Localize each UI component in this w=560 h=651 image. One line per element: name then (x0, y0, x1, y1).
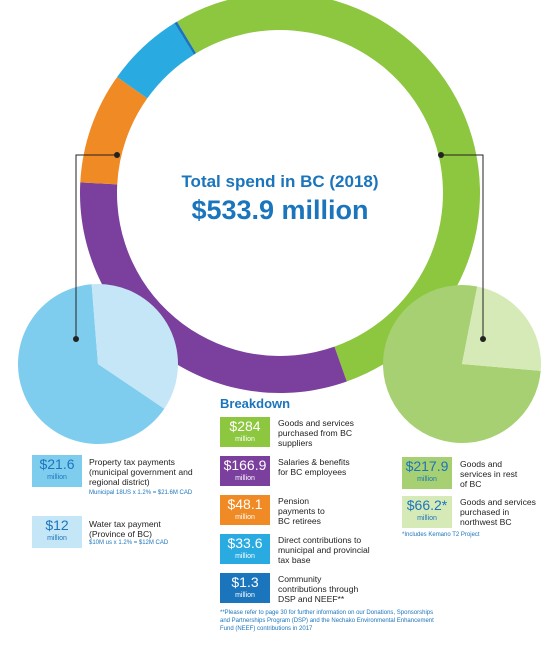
right-footnote: *Includes Kemano T2 Project (402, 532, 480, 538)
right-pie-slice-0 (383, 285, 541, 443)
left-note-water: $10M us x 1.2% = $12M CAD (89, 540, 169, 546)
right-desc-northwest: Goods and services purchased in northwes… (460, 497, 536, 527)
legend-amount: $217.9 (405, 458, 449, 474)
right-connector-dot-bottom (480, 336, 486, 342)
legend-desc-tax: Direct contributions to municipal and pr… (278, 535, 370, 565)
left-pie-chart (18, 283, 179, 444)
right-pie-chart (383, 285, 542, 443)
legend-swatch-community: $1.3 million (220, 573, 270, 603)
donut-slice-0 (176, 0, 480, 382)
legend-unit: million (417, 476, 437, 483)
legend-amount: $12 (45, 517, 69, 533)
left-desc-water: Water tax payment (Province of BC) (89, 519, 161, 539)
legend-unit: million (47, 474, 67, 481)
legend-unit: million (235, 436, 255, 443)
right-connector-line (441, 154, 484, 339)
legend-amount: $66.2* (406, 497, 448, 513)
left-desc-property: Property tax payments (municipal governm… (89, 457, 193, 487)
left-swatch-property: $21.6 million (32, 455, 82, 487)
right-pie-slice-1 (462, 286, 542, 371)
left-connector-dot-bottom (73, 336, 79, 342)
total-amount: $533.9 million (191, 195, 369, 225)
right-connector-dot-top (438, 152, 444, 158)
legend-unit: million (235, 592, 255, 599)
legend-amount: $166.9 (223, 457, 267, 473)
legend-desc-goods: Goods and services purchased from BC sup… (278, 418, 354, 448)
legend-swatch-tax: $33.6 million (220, 534, 270, 564)
breakdown-heading: Breakdown (220, 396, 291, 411)
legend-swatch-salaries: $166.9 million (220, 456, 270, 486)
right-swatch-rest-of-bc: $217.9 million (402, 457, 452, 489)
left-connector-dot-top (114, 152, 120, 158)
left-pie-slice-0 (18, 284, 165, 444)
legend-desc-community: Community contributions through DSP and … (278, 574, 359, 604)
donut-slice-3 (117, 23, 194, 99)
legend-unit: million (235, 475, 255, 482)
left-swatch-water: $12 million (32, 516, 82, 548)
legend-unit: million (417, 515, 437, 522)
left-note-property: Municipal 18US x 1.2% = $21.6M CAD (89, 490, 193, 496)
legend-unit: million (235, 514, 255, 521)
donut-slice-2 (80, 76, 148, 185)
footnote: **Please refer to page 30 for further in… (220, 610, 434, 632)
left-pie-slice-1 (91, 283, 179, 409)
connector-lines (73, 152, 486, 342)
donut-slice-4 (174, 21, 197, 55)
left-connector-line (75, 154, 117, 339)
legend-unit: million (235, 553, 255, 560)
legend-amount: $48.1 (227, 496, 263, 512)
legend-desc-salaries: Salaries & benefits for BC employees (278, 457, 350, 477)
legend-swatch-goods: $284 million (220, 417, 270, 447)
right-desc-rest-of-bc: Goods and services in rest of BC (460, 459, 518, 489)
legend-amount: $1.3 (231, 574, 259, 590)
right-swatch-northwest: $66.2* million (402, 496, 452, 528)
legend-amount: $284 (229, 418, 261, 434)
legend-unit: million (47, 535, 67, 542)
legend-desc-pension: Pension payments to BC retirees (278, 496, 325, 526)
chart-title: Total spend in BC (2018) (181, 172, 379, 191)
legend-amount: $21.6 (39, 456, 75, 472)
legend-amount: $33.6 (227, 535, 263, 551)
legend-swatch-pension: $48.1 million (220, 495, 270, 525)
